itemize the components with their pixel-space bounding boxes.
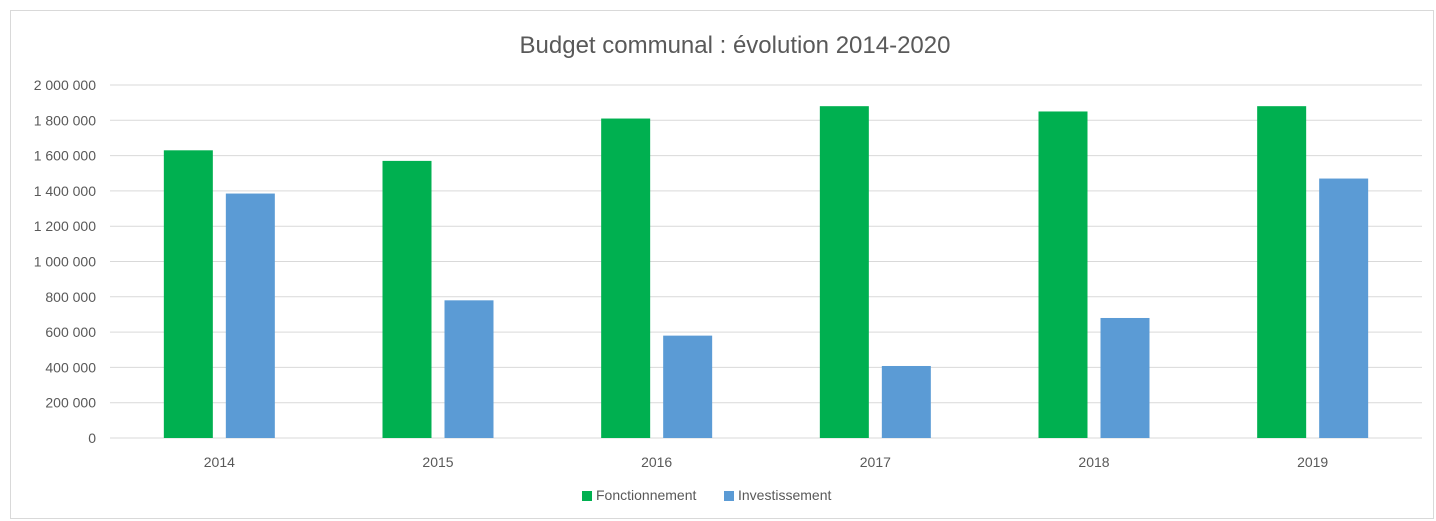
x-tick-label: 2017 [860,454,891,470]
bar-investissement-2016 [663,335,713,438]
x-tick-label: 2016 [641,454,672,470]
x-tick-label: 2018 [1078,454,1109,470]
legend-label-fonctionnement: Fonctionnement [596,487,697,503]
bar-investissement-2018 [1100,317,1150,438]
chart-title: Budget communal : évolution 2014-2020 [520,32,951,59]
bars [163,106,1369,439]
gridlines [110,84,1422,439]
bar-investissement-2015 [444,300,494,438]
bar-fonctionnement-2014 [163,150,213,438]
y-tick-label: 200 000 [45,395,96,411]
bar-investissement-2014 [225,193,275,438]
legend-label-investissement: Investissement [738,487,831,503]
y-tick-label: 1 400 000 [34,183,96,199]
bar-fonctionnement-2019 [1257,106,1307,439]
bar-fonctionnement-2015 [382,160,432,438]
x-axis-labels: 2014 2015 2016 2017 2018 2019 [204,454,1329,470]
bar-fonctionnement-2017 [819,106,869,439]
bar-fonctionnement-2016 [601,118,651,438]
bar-investissement-2019 [1319,178,1369,439]
y-tick-label: 800 000 [45,289,96,305]
legend-swatch-fonctionnement [582,491,592,501]
bar-investissement-2017 [881,365,931,438]
y-tick-label: 2 000 000 [34,77,96,93]
y-tick-label: 400 000 [45,359,96,375]
y-axis-labels: 0 200 000 400 000 600 000 800 000 1 000 000 1 … [34,77,97,446]
legend-swatch-investissement [724,491,734,501]
y-tick-label: 1 000 000 [34,254,96,270]
legend: Fonctionnement Investissement [582,487,831,503]
x-tick-label: 2014 [204,454,235,470]
y-tick-label: 1 200 000 [34,218,96,234]
y-tick-label: 0 [88,430,96,446]
y-tick-label: 600 000 [45,324,96,340]
y-tick-label: 1 800 000 [34,112,96,128]
x-tick-label: 2015 [422,454,453,470]
bar-fonctionnement-2018 [1038,111,1088,438]
y-tick-label: 1 600 000 [34,148,96,164]
x-tick-label: 2019 [1297,454,1328,470]
